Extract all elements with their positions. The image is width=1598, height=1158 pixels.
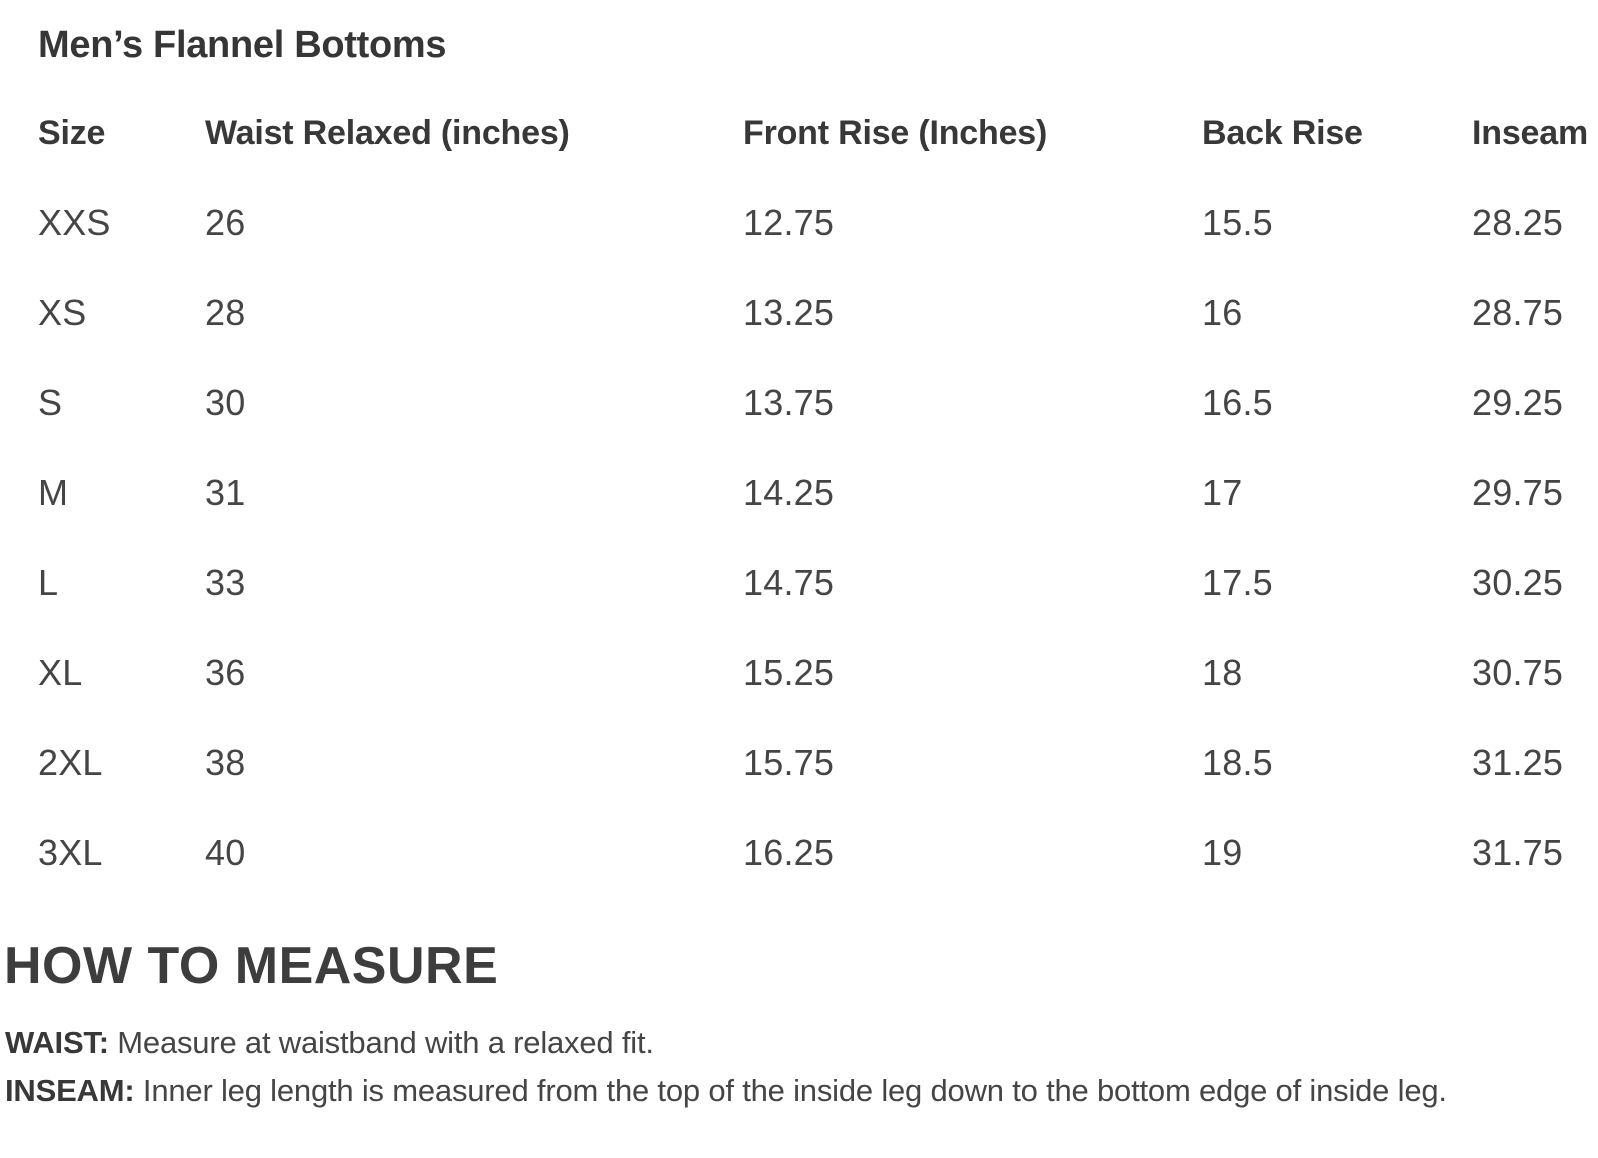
how-to-measure-heading: HOW TO MEASURE — [4, 937, 499, 995]
column-header-size: Size — [38, 114, 106, 152]
measurement-value: 26 — [205, 202, 246, 243]
measurement-value: 13.25 — [743, 292, 835, 333]
inseam-note-label: INSEAM: — [5, 1073, 135, 1108]
measurement-value: 17.5 — [1202, 562, 1273, 603]
column-header-front-rise-inches: Front Rise (Inches) — [743, 114, 1048, 152]
size-label: XXS — [38, 202, 111, 243]
measurement-value: 19 — [1202, 832, 1243, 873]
measurement-value: 36 — [205, 652, 246, 693]
measurement-value: 33 — [205, 562, 246, 603]
page-title: Men’s Flannel Bottoms — [38, 24, 447, 66]
measure-note-waist: WAIST: Measure at waistband with a relax… — [5, 1025, 654, 1061]
measurement-value: 15.75 — [743, 742, 835, 783]
measurement-value: 31.75 — [1472, 832, 1564, 873]
measurement-value: 28 — [205, 292, 246, 333]
measurement-value: 29.75 — [1472, 472, 1564, 513]
column-header-back-rise: Back Rise — [1202, 114, 1363, 152]
size-label: XS — [38, 292, 87, 333]
measurement-value: 28.75 — [1472, 292, 1564, 333]
measurement-value: 12.75 — [743, 202, 835, 243]
size-label: L — [38, 562, 59, 603]
size-label: 3XL — [38, 832, 103, 873]
measurement-value: 18.5 — [1202, 742, 1273, 783]
column-header-waist-relaxed-inches: Waist Relaxed (inches) — [205, 114, 570, 152]
size-label: M — [38, 472, 69, 513]
measurement-value: 28.25 — [1472, 202, 1564, 243]
measurement-value: 13.75 — [743, 382, 835, 423]
measurement-value: 18 — [1202, 652, 1243, 693]
measurement-value: 40 — [205, 832, 246, 873]
measurement-value: 14.25 — [743, 472, 835, 513]
waist-note-text: Measure at waistband with a relaxed fit. — [117, 1025, 654, 1060]
measurement-value: 17 — [1202, 472, 1243, 513]
measurement-value: 31.25 — [1472, 742, 1564, 783]
size-label: XL — [38, 652, 83, 693]
measurement-value: 16 — [1202, 292, 1243, 333]
measurement-value: 15.5 — [1202, 202, 1273, 243]
measurement-value: 15.25 — [743, 652, 835, 693]
measurement-value: 16.25 — [743, 832, 835, 873]
measurement-value: 16.5 — [1202, 382, 1273, 423]
size-label: S — [38, 382, 63, 423]
measurement-value: 30 — [205, 382, 246, 423]
size-table: Size Waist Relaxed (inches) Front Rise (In… — [38, 88, 1598, 898]
measurement-value: 38 — [205, 742, 246, 783]
column-header-inseam: Inseam — [1472, 114, 1588, 152]
size-label: 2XL — [38, 742, 103, 783]
measure-note-inseam: INSEAM: Inner leg length is measured fro… — [5, 1073, 1447, 1109]
measurement-value: 31 — [205, 472, 246, 513]
measurement-value: 14.75 — [743, 562, 835, 603]
measurement-value: 30.75 — [1472, 652, 1564, 693]
waist-note-label: WAIST: — [5, 1025, 109, 1060]
inseam-note-text: Inner leg length is measured from the to… — [142, 1073, 1447, 1108]
measurement-value: 29.25 — [1472, 382, 1564, 423]
measurement-value: 30.25 — [1472, 562, 1564, 603]
